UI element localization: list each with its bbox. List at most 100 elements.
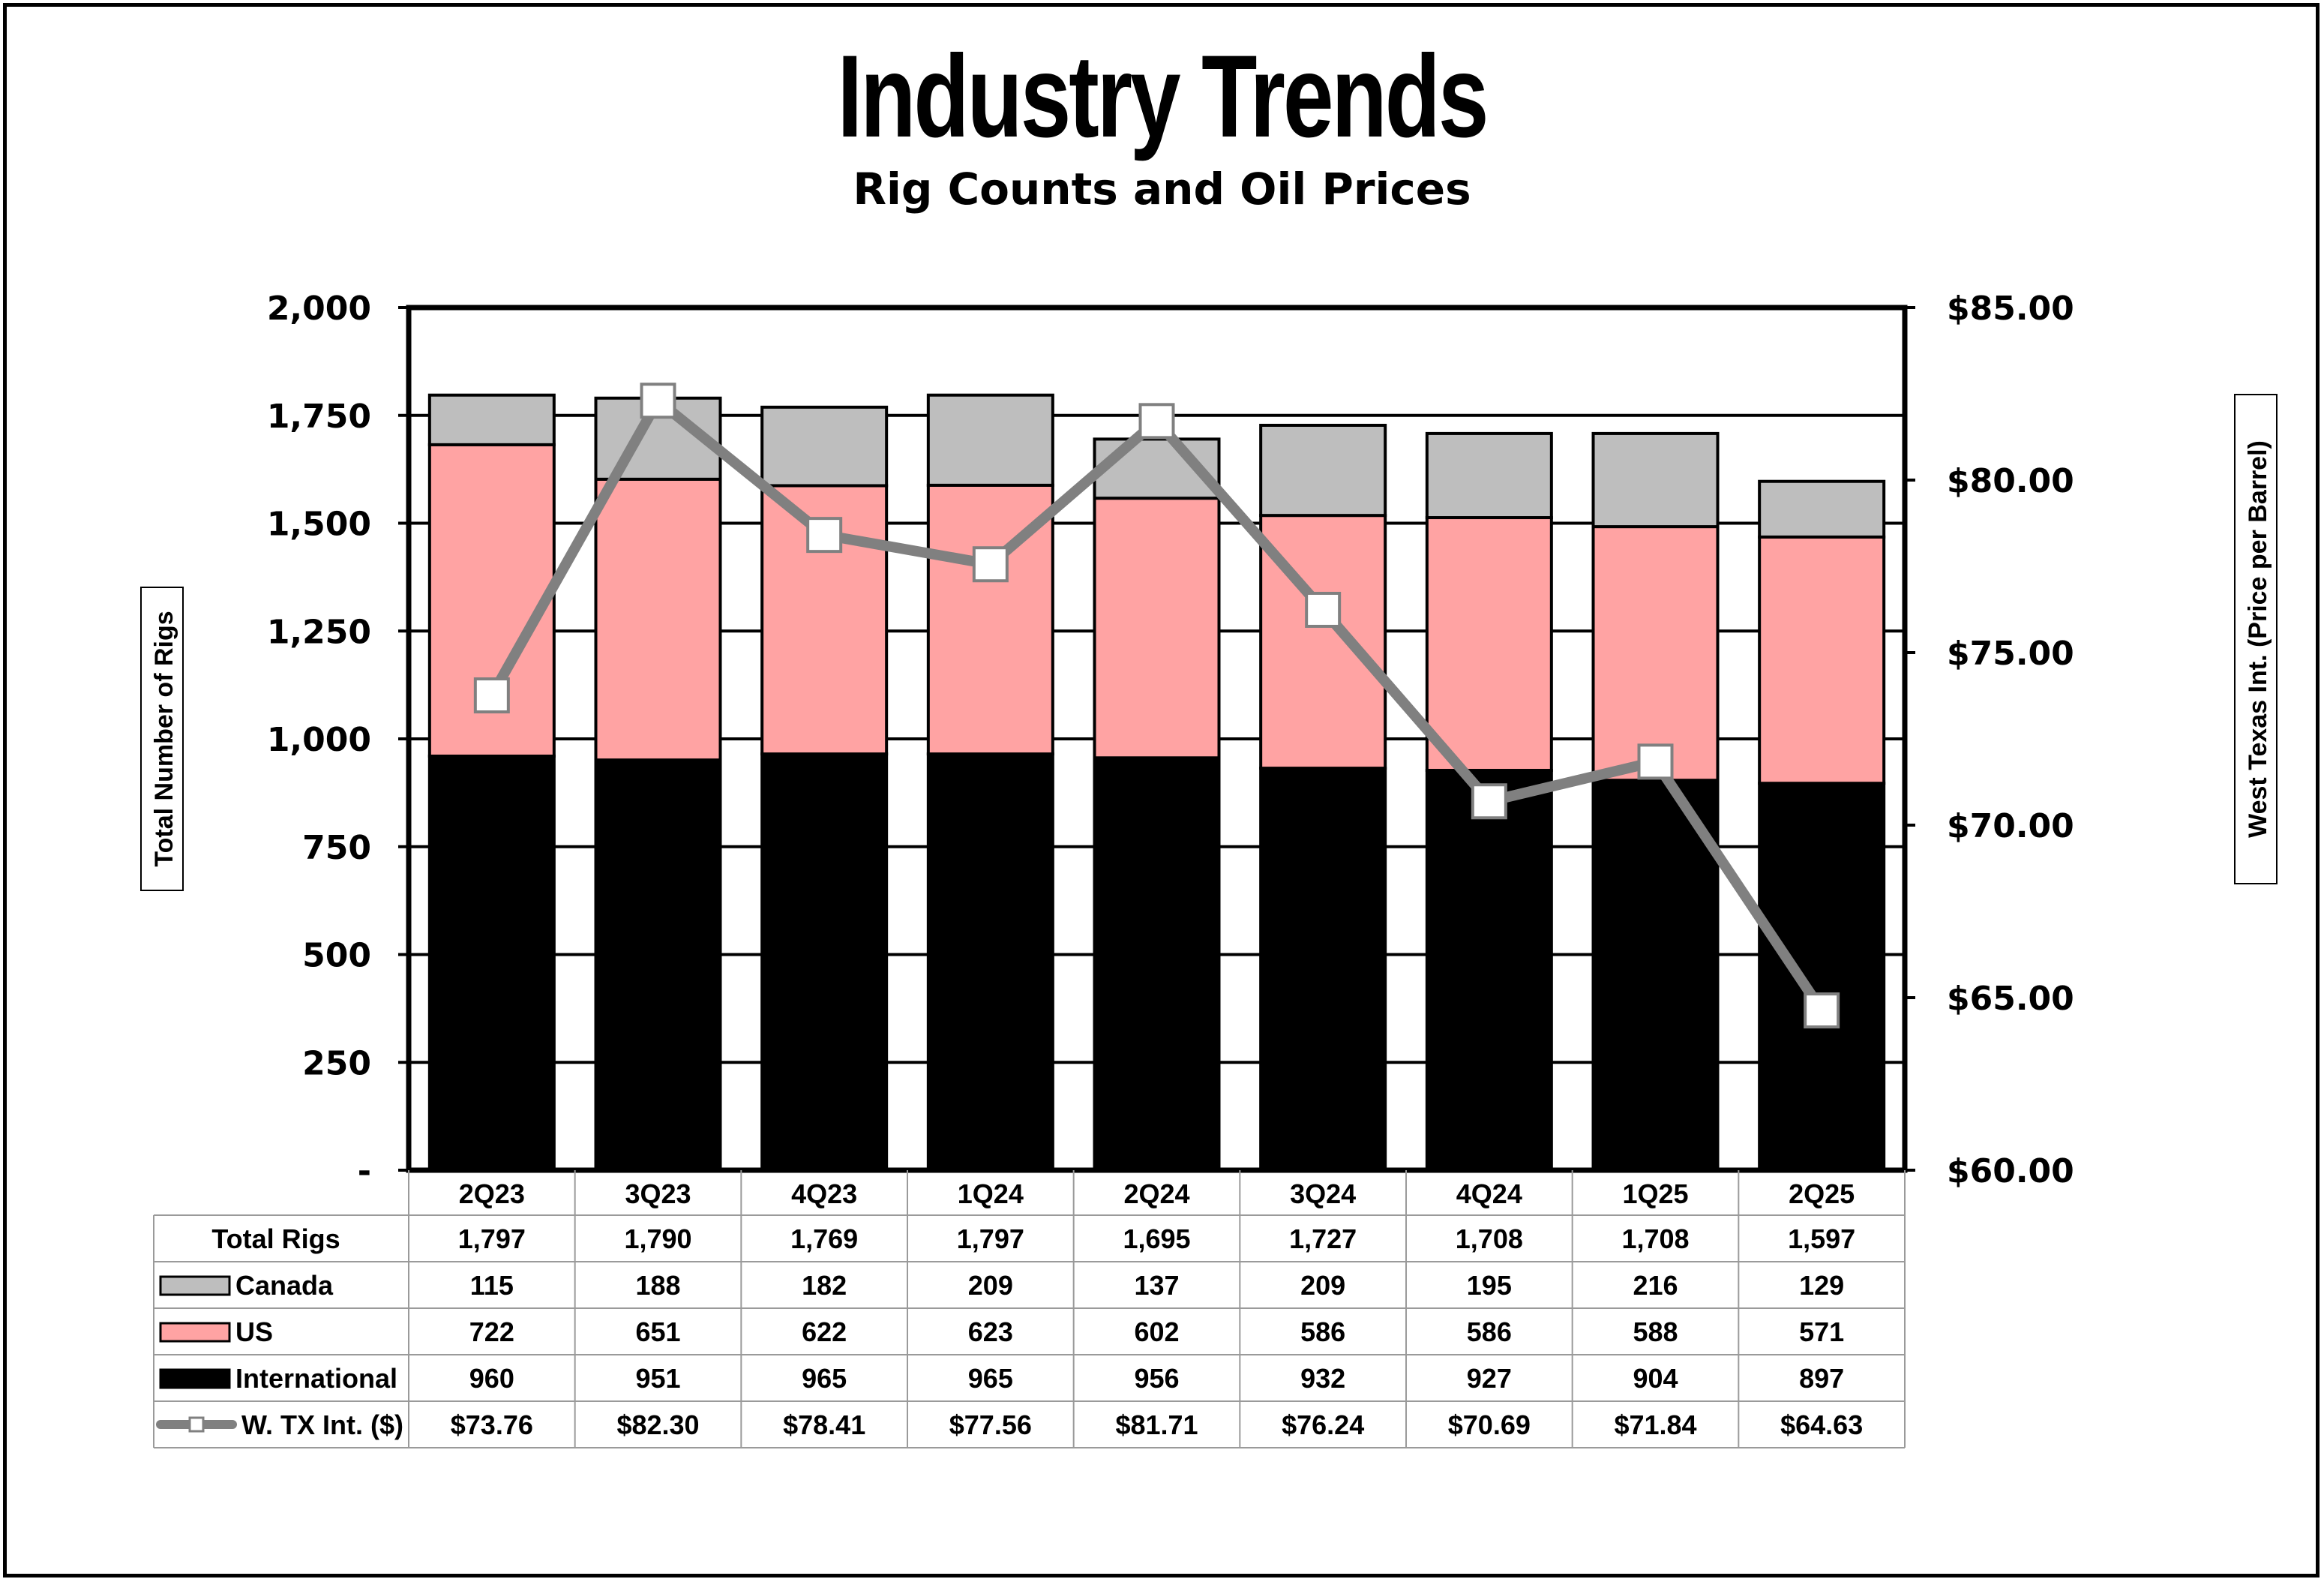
left-axis-title: Total Number of Rigs bbox=[140, 587, 184, 891]
legend-key-canada bbox=[159, 1275, 231, 1296]
bar-us-2q25 bbox=[1758, 535, 1886, 785]
bar-us-2q24 bbox=[1093, 497, 1221, 760]
table-cell-wti: $71.84 bbox=[1614, 1409, 1696, 1440]
row-label-total: Total Rigs bbox=[211, 1223, 340, 1254]
right-tick-label: $70.00 bbox=[1947, 807, 2074, 845]
right-tick-label: $65.00 bbox=[1947, 980, 2074, 1018]
chart-subtitle: Rig Counts and Oil Prices bbox=[853, 164, 1471, 215]
table-cell-wti: $76.24 bbox=[1282, 1409, 1364, 1440]
bar-international-4q24 bbox=[1425, 768, 1553, 1172]
table-cell-intl: 897 bbox=[1799, 1363, 1844, 1394]
bar-canada-2q25 bbox=[1758, 479, 1886, 539]
table-cell-intl: 932 bbox=[1300, 1363, 1345, 1394]
bar-us-1q25 bbox=[1591, 525, 1720, 782]
wti-marker-1q25 bbox=[1637, 743, 1674, 780]
table-cell-us: 623 bbox=[968, 1316, 1013, 1347]
right-axis-title-text: West Texas Int. (Price per Barrel) bbox=[2244, 440, 2272, 838]
table-cell-totals: 1,790 bbox=[624, 1223, 691, 1254]
wti-marker-4q23 bbox=[806, 517, 843, 554]
bar-international-4q23 bbox=[760, 752, 889, 1172]
table-cell-us: 722 bbox=[469, 1316, 514, 1347]
bar-canada-2q23 bbox=[427, 393, 556, 446]
left-tick-label: 1,250 bbox=[267, 613, 371, 651]
wti-marker-4q24 bbox=[1471, 783, 1507, 820]
wti-line bbox=[473, 383, 1840, 1029]
table-cell-us: 571 bbox=[1799, 1316, 1844, 1347]
category-label: 2Q25 bbox=[1789, 1178, 1855, 1209]
bar-us-3q23 bbox=[594, 477, 722, 762]
left-tick-label: 1,500 bbox=[267, 506, 371, 544]
category-label: 2Q23 bbox=[459, 1178, 525, 1209]
category-label: 1Q24 bbox=[958, 1178, 1024, 1209]
table-cell-intl: 956 bbox=[1134, 1363, 1179, 1394]
right-tick-label: $60.00 bbox=[1947, 1152, 2074, 1190]
bar-canada-3q24 bbox=[1259, 423, 1387, 518]
table-cell-canada: 182 bbox=[802, 1270, 847, 1301]
table-cell-us: 586 bbox=[1467, 1316, 1512, 1347]
legend-label-canada: Canada bbox=[235, 1270, 334, 1301]
left-tick-label: 750 bbox=[302, 829, 371, 867]
table-cell-wti: $73.76 bbox=[451, 1409, 533, 1440]
category-label: 2Q24 bbox=[1123, 1178, 1189, 1209]
wti-marker-3q23 bbox=[640, 383, 676, 419]
bar-international-3q24 bbox=[1259, 767, 1387, 1172]
wti-marker-3q24 bbox=[1305, 591, 1342, 628]
table-cell-intl: 965 bbox=[802, 1363, 847, 1394]
wti-marker-2q24 bbox=[1138, 403, 1175, 440]
table-cell-us: 651 bbox=[635, 1316, 680, 1347]
table-cell-wti: $64.63 bbox=[1780, 1409, 1863, 1440]
left-tick-label: 1,750 bbox=[267, 398, 371, 436]
category-label: 4Q23 bbox=[791, 1178, 857, 1209]
table-cell-canada: 209 bbox=[968, 1270, 1013, 1301]
table-cell-totals: 1,727 bbox=[1289, 1223, 1357, 1254]
right-tick-label: $85.00 bbox=[1947, 290, 2074, 328]
table-cell-intl: 951 bbox=[635, 1363, 680, 1394]
table-cell-totals: 1,797 bbox=[957, 1223, 1024, 1254]
bar-us-4q24 bbox=[1425, 516, 1553, 772]
bar-international-2q24 bbox=[1093, 756, 1221, 1172]
legend-key-us bbox=[159, 1322, 231, 1343]
wti-marker-2q23 bbox=[473, 677, 510, 714]
chart-title: Industry Trends bbox=[837, 32, 1489, 162]
bar-international-2q25 bbox=[1758, 782, 1886, 1172]
data-table: 2Q23 3Q23 4Q23 1Q24 2Q24 3Q24 4Q24 1Q25 2Q25 Tota… bbox=[153, 1170, 1906, 1448]
legend-label-wti: W. TX Int. ($) bbox=[241, 1409, 403, 1440]
left-axis-title-box bbox=[140, 587, 184, 891]
bar-international-3q23 bbox=[594, 758, 722, 1172]
left-tick-label: 250 bbox=[302, 1044, 371, 1082]
category-label: 3Q23 bbox=[625, 1178, 691, 1209]
table-cell-us: 586 bbox=[1300, 1316, 1345, 1347]
bar-canada-1q24 bbox=[926, 393, 1054, 487]
wti-marker-1q24 bbox=[972, 546, 1009, 583]
right-axis-title: West Texas Int. (Price per Barrel) bbox=[2234, 394, 2278, 884]
bar-canada-4q23 bbox=[760, 405, 889, 488]
table-cell-wti: $77.56 bbox=[949, 1409, 1032, 1440]
bar-international-1q24 bbox=[926, 752, 1054, 1172]
left-tick-label: 2,000 bbox=[267, 290, 371, 328]
table-cell-canada: 115 bbox=[470, 1270, 514, 1301]
chart-frame bbox=[3, 3, 2320, 1577]
table-cell-wti: $81.71 bbox=[1115, 1409, 1198, 1440]
table-cell-wti: $70.69 bbox=[1448, 1409, 1531, 1440]
bars bbox=[427, 393, 1886, 1172]
table-cell-canada: 137 bbox=[1134, 1270, 1179, 1301]
table-cell-totals: 1,769 bbox=[790, 1223, 858, 1254]
table-cell-wti: $78.41 bbox=[783, 1409, 865, 1440]
left-tick-label: 500 bbox=[302, 937, 371, 975]
table-cell-canada: 129 bbox=[1799, 1270, 1844, 1301]
right-tick-label: $75.00 bbox=[1947, 635, 2074, 673]
table-cell-intl: 927 bbox=[1467, 1363, 1512, 1394]
bar-canada-1q25 bbox=[1591, 431, 1720, 529]
wti-marker-2q25 bbox=[1804, 992, 1840, 1029]
bar-canada-4q24 bbox=[1425, 431, 1553, 520]
bar-international-2q23 bbox=[427, 755, 556, 1172]
left-tick-label: 1,000 bbox=[267, 721, 371, 759]
table-cell-canada: 209 bbox=[1300, 1270, 1345, 1301]
left-tick-label: - bbox=[358, 1152, 371, 1190]
table-cell-us: 588 bbox=[1633, 1316, 1678, 1347]
right-tick-label: $80.00 bbox=[1947, 462, 2074, 500]
table-cell-canada: 216 bbox=[1633, 1270, 1678, 1301]
table-cell-totals: 1,695 bbox=[1123, 1223, 1190, 1254]
table-cell-us: 622 bbox=[802, 1316, 847, 1347]
table-cell-totals: 1,597 bbox=[1788, 1223, 1855, 1254]
